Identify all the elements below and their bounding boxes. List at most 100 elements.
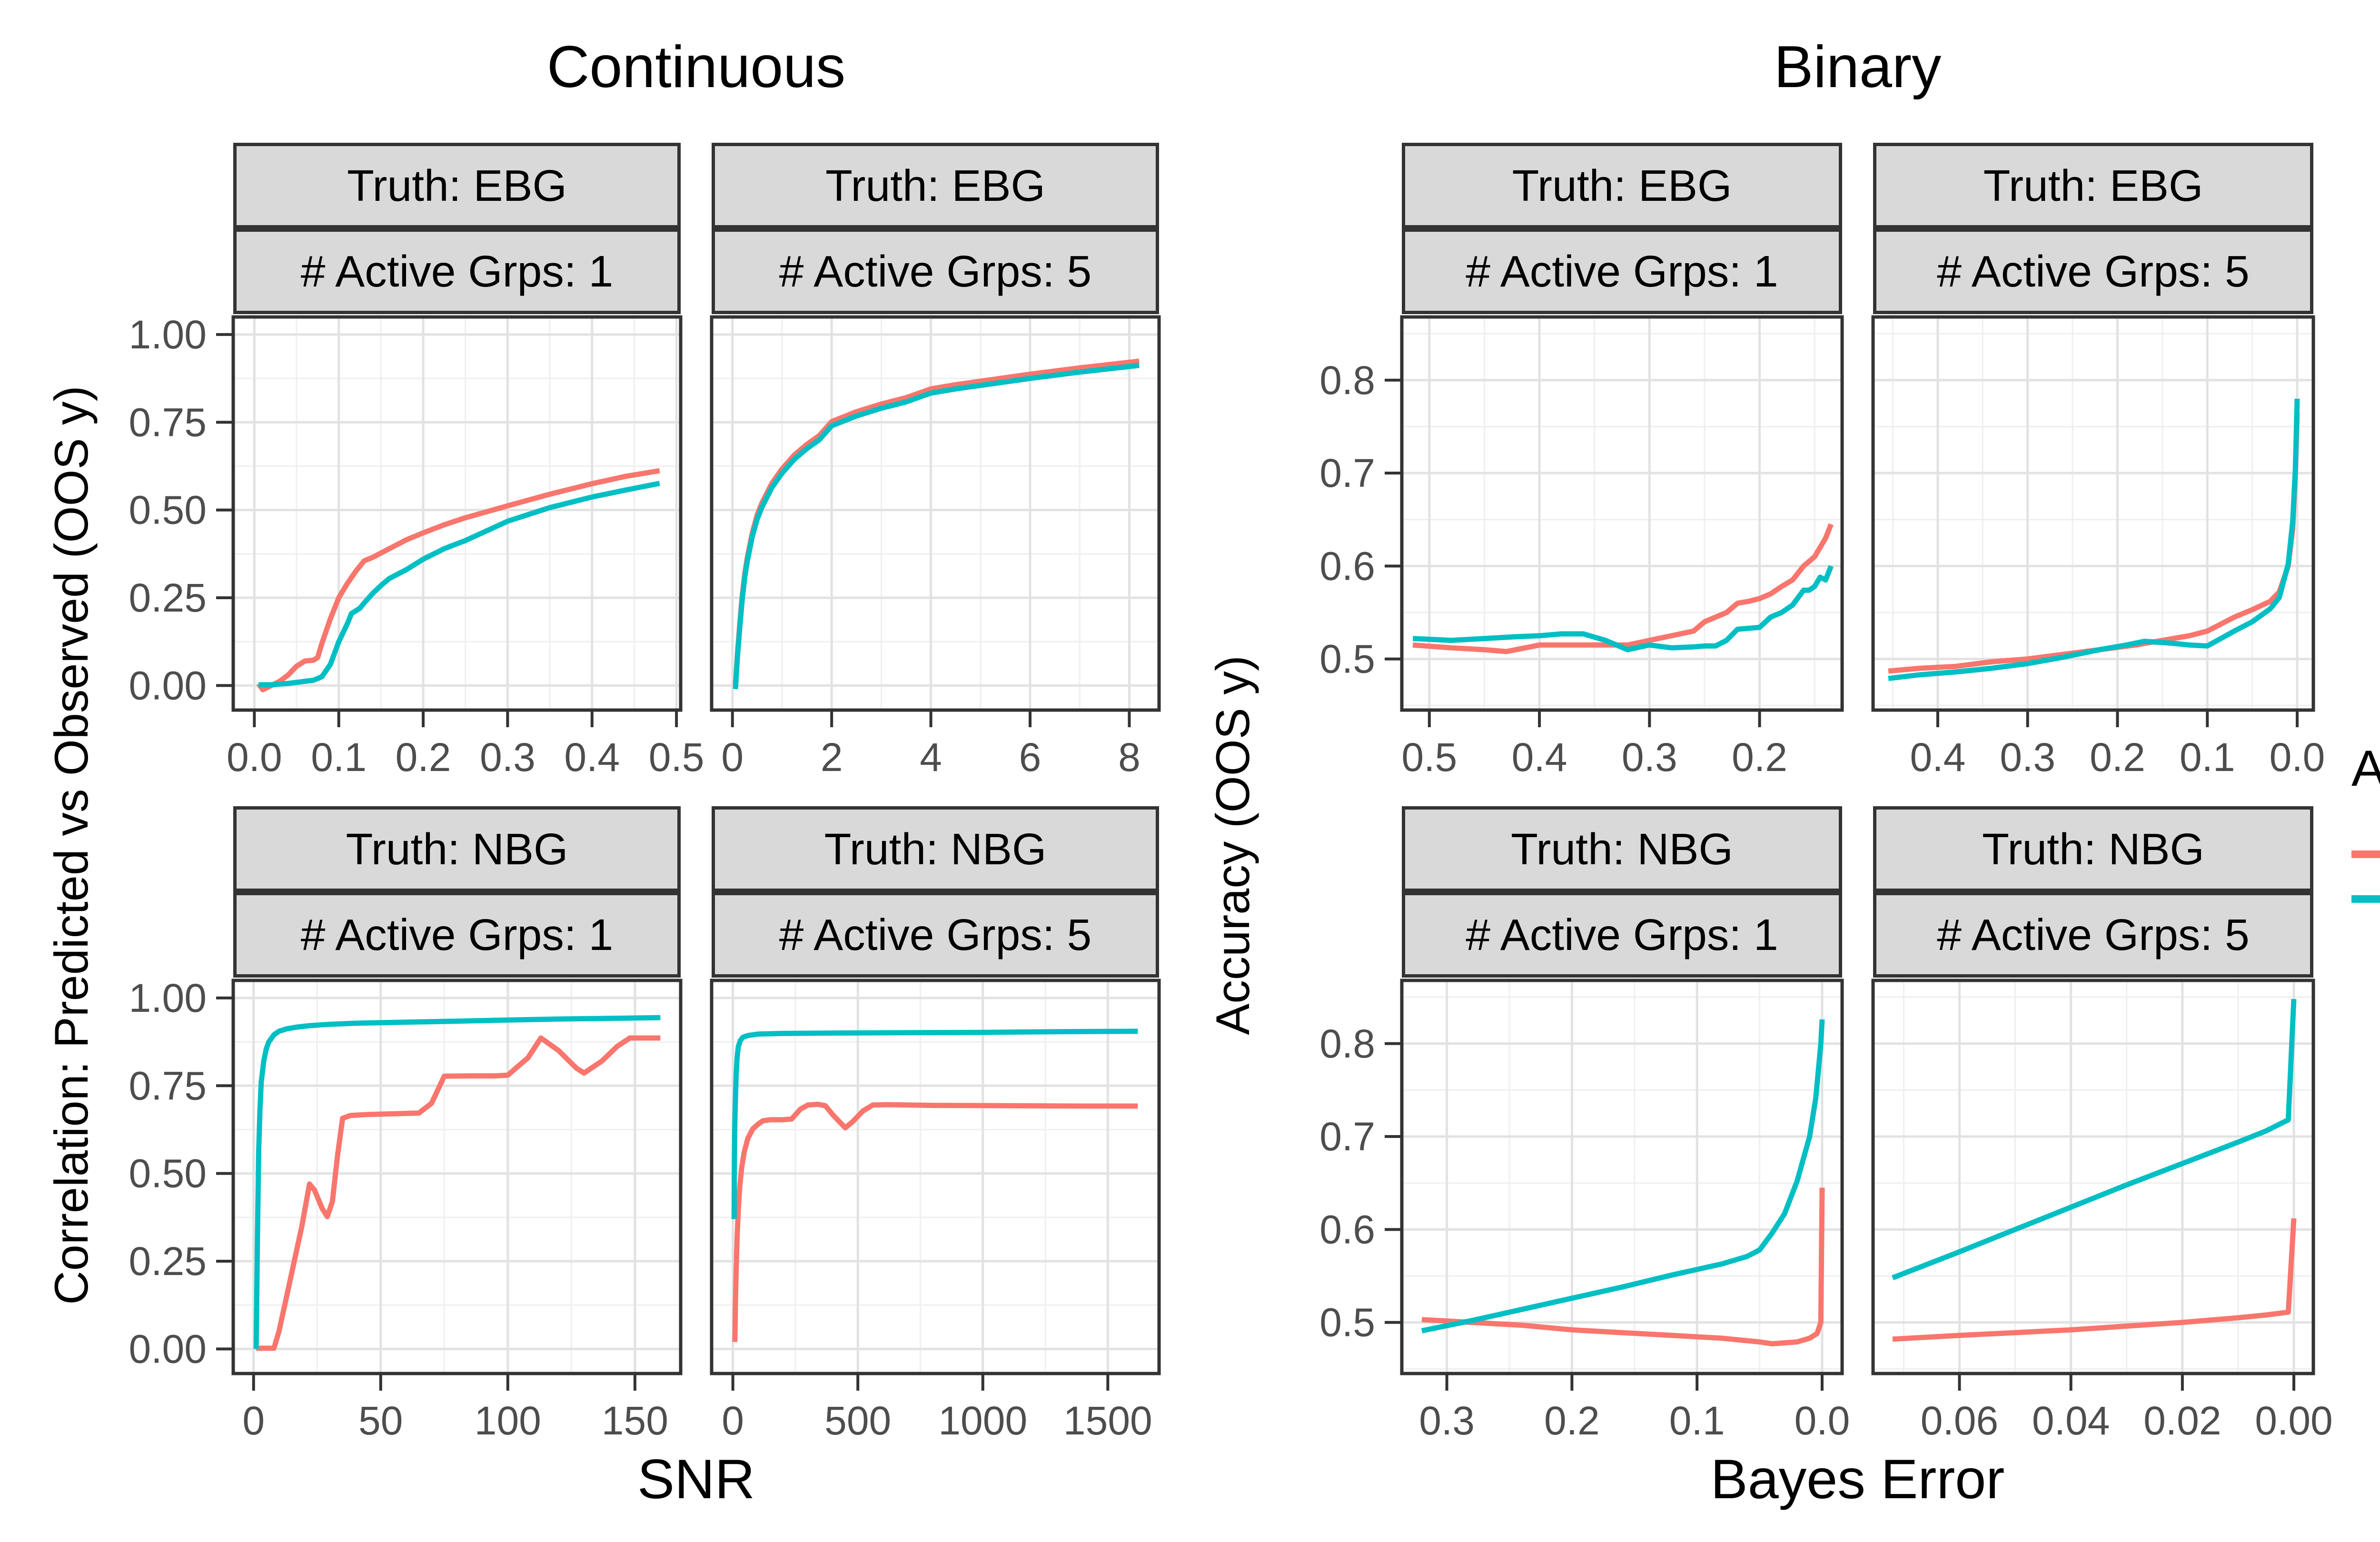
facet-strip-grps: # Active Grps: 5 <box>712 228 1159 314</box>
series-line-lasso <box>258 481 660 688</box>
strip-label: Truth: EBG <box>1512 160 1732 210</box>
y-axis-title-binary: Accuracy (OOS y) <box>1206 655 1259 1035</box>
facet-strip-grps: # Active Grps: 1 <box>233 228 681 314</box>
facet-strip-truth: Truth: NBG <box>712 806 1159 892</box>
facet-strip-truth: Truth: NBG <box>1873 806 2313 892</box>
x-tick-label: 0 <box>722 1398 744 1443</box>
x-tick-label: 0.02 <box>2143 1398 2221 1443</box>
strip-label: Truth: NBG <box>824 824 1047 874</box>
series-line-netcov <box>1892 1218 2297 1342</box>
y-tick-label: 1.00 <box>129 976 207 1020</box>
strip-label: Truth: EBG <box>347 160 567 210</box>
x-tick-label: 0.3 <box>480 735 536 780</box>
panel-border <box>1400 315 1844 712</box>
strip-label: Truth: NBG <box>1982 824 2204 874</box>
series-line-netcov <box>732 1101 1138 1342</box>
x-tick-label: 0.4 <box>1910 735 1966 780</box>
strip-label: # Active Grps: 5 <box>1937 246 2250 296</box>
x-tick-label: 0.3 <box>2000 735 2055 780</box>
y-tick-label: 0.50 <box>129 488 207 533</box>
legend-item-netcov: NetCov <box>2351 832 2380 877</box>
facet-strip-grps: # Active Grps: 1 <box>1402 228 1842 314</box>
y-tick-label: 0.7 <box>1319 451 1375 495</box>
strip-label: # Active Grps: 5 <box>779 909 1092 959</box>
panel-background <box>1873 317 2313 710</box>
strip-label: Truth: EBG <box>1983 160 2203 210</box>
panel-border <box>231 315 683 712</box>
x-tick-label: 0 <box>721 735 744 780</box>
facet-panel-plot: 0.0 0.1 0.2 0.3 0.4 0.5 0.00 0.25 0.50 0.75 1.00 <box>129 312 704 780</box>
panel-background <box>233 317 681 710</box>
panel-border <box>1871 979 2315 1375</box>
x-tick-label: 0.0 <box>227 735 282 780</box>
x-tick-label: 0.1 <box>2180 735 2235 780</box>
y-tick-label: 0.75 <box>129 1063 207 1108</box>
x-tick-label: 0.4 <box>564 735 620 780</box>
strip-label: # Active Grps: 5 <box>779 246 1092 296</box>
lasso-line-swatch <box>2351 895 2380 903</box>
strip-label: Truth: EBG <box>825 160 1045 210</box>
legend-title: Approach <box>2351 740 2380 797</box>
column-title-binary: Binary <box>1774 34 1942 100</box>
facet-strip-grps: # Active Grps: 5 <box>1873 228 2313 314</box>
x-tick-label: 0.4 <box>1512 735 1567 780</box>
legend-item-lasso: LASSO <box>2351 877 2380 921</box>
facet-strip-grps: # Active Grps: 5 <box>1873 892 2313 978</box>
facet-strip-truth: Truth: EBG <box>1402 143 1842 228</box>
x-tick-label: 0.2 <box>1732 735 1787 780</box>
strip-label: # Active Grps: 1 <box>1466 909 1778 959</box>
x-axis-title-snr: SNR <box>637 1448 755 1510</box>
strip-label: Truth: NBG <box>1511 824 1733 874</box>
panel-border <box>231 979 683 1375</box>
x-tick-label: 0.1 <box>311 735 367 780</box>
x-tick-label: 150 <box>602 1398 668 1443</box>
series-line-netcov <box>256 1035 661 1351</box>
x-axis-title-bayes-error: Bayes Error <box>1710 1448 2005 1510</box>
column-title-continuous: Continuous <box>546 34 846 100</box>
strip-label: # Active Grps: 5 <box>1937 909 2250 959</box>
x-tick-label: 2 <box>821 735 843 780</box>
x-tick-label: 0.2 <box>2090 735 2145 780</box>
x-tick-label: 500 <box>824 1398 891 1443</box>
facet-strip-grps: # Active Grps: 1 <box>233 892 681 978</box>
facet-panel-plot: 0.5 0.4 0.3 0.2 0.5 0.6 0.7 0.8 <box>1319 315 1844 780</box>
x-tick-label: 4 <box>920 735 942 780</box>
x-tick-label: 0.00 <box>2255 1398 2333 1443</box>
x-tick-label: 50 <box>358 1398 403 1443</box>
y-tick-label: 0.8 <box>1319 358 1375 403</box>
series-line-lasso <box>1892 998 2297 1281</box>
panel-background <box>233 980 681 1374</box>
x-tick-label: 0.5 <box>649 735 704 780</box>
y-tick-label: 0.8 <box>1319 1021 1375 1066</box>
x-tick-label: 0.1 <box>1669 1398 1725 1443</box>
strip-label: # Active Grps: 1 <box>300 909 614 959</box>
facet-panel-plot: 0.06 0.04 0.02 0.00 <box>1871 979 2333 1443</box>
series-line-lasso <box>1421 1019 1825 1334</box>
facet-panel-plot: 0.3 0.2 0.1 0.0 0.5 0.6 0.7 0.8 <box>1319 979 1850 1443</box>
y-tick-label: 1.00 <box>129 312 207 357</box>
panel-border <box>710 979 1161 1375</box>
panel-border <box>710 315 1161 712</box>
y-tick-label: 0.5 <box>1319 1300 1375 1345</box>
y-tick-label: 0.6 <box>1319 1207 1375 1252</box>
x-tick-label: 0.2 <box>396 735 451 780</box>
series-line-netcov <box>1412 523 1834 654</box>
facet-strip-truth: Truth: EBG <box>233 143 681 228</box>
facet-panel-plot: 0.4 0.3 0.2 0.1 0.0 <box>1871 315 2325 780</box>
y-tick-label: 0.7 <box>1319 1114 1375 1159</box>
series-line-netcov <box>256 468 660 692</box>
y-axis-title-continuous: Correlation: Predicted vs Observed (OOS … <box>45 386 98 1305</box>
netcov-line-swatch <box>2351 850 2380 858</box>
x-tick-label: 0.3 <box>1622 735 1677 780</box>
y-tick-label: 0.25 <box>129 575 207 620</box>
panel-border <box>1400 979 1844 1375</box>
panel-border <box>1871 315 2315 712</box>
y-tick-label: 0.50 <box>129 1151 207 1196</box>
y-tick-label: 0.5 <box>1319 637 1375 682</box>
y-tick-label: 0.25 <box>129 1239 207 1284</box>
y-tick-label: 0.75 <box>129 400 207 445</box>
facet-panel-plot: 0 2 4 6 8 <box>710 315 1161 780</box>
x-tick-label: 0 <box>242 1398 265 1443</box>
x-tick-label: 0.2 <box>1544 1398 1600 1443</box>
facet-panel-plot: 0 50 100 150 0.00 0.25 0.50 0.75 1.00 <box>129 976 683 1443</box>
